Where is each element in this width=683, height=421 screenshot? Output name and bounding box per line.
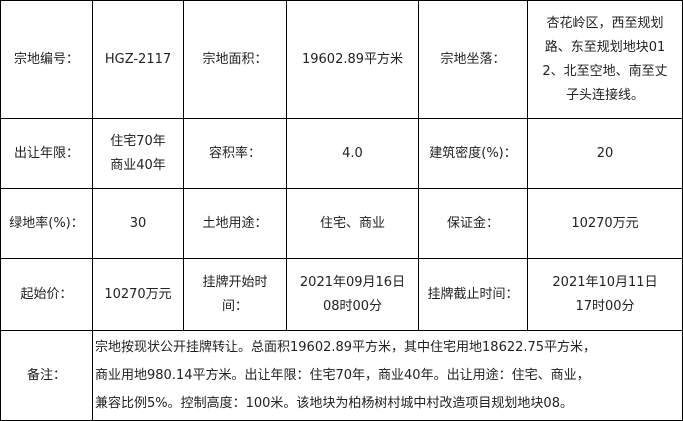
term-value: 住宅70年商业40年 (92, 118, 184, 189)
land-use-value: 住宅、商业 (286, 188, 419, 259)
plot-ratio-value: 4.0 (286, 118, 419, 189)
table-row: 宗地编号： HGZ-2117 宗地面积： 19602.89平方米 宗地坐落： 杏花岭区，西… (0, 0, 683, 119)
cell-text-line: 挂牌开始时 (202, 274, 268, 290)
term-label: 出让年限： (0, 118, 93, 189)
cell-text-line: 20 (596, 145, 614, 161)
remarks-value: 宗地按现状公开挂牌转让。总面积19602.89平方米，其中住宅用地18622.7… (92, 330, 683, 421)
cell-text-line: 子头连接线。 (565, 87, 644, 103)
cell-text-line: 起始价： (20, 286, 73, 302)
table-row: 起始价： 10270万元 挂牌开始时 间： 2021年09月16日 08时00分 挂牌截止时… (0, 258, 683, 331)
cell-text-line: 住宅70年 (110, 133, 166, 149)
remarks-line: 兼容比例5%。控制高度：100米。该地块为柏杨树村城中村改造项目规划地块08。 (95, 395, 573, 411)
cell-text-line: 08时00分 (322, 298, 383, 314)
starting-price-value: 10270万元 (92, 258, 184, 331)
cell-text-line: 保证金： (446, 215, 499, 231)
remarks-line: 商业用地980.14平方米。出让年限：住宅70年，商业40年。出让用途：住宅、商… (95, 367, 590, 383)
table-row: 出让年限： 住宅70年商业40年 容积率： 4.0 建筑密度(%)： 20 (0, 118, 683, 189)
cell-text-line: 宗地坐落： (440, 51, 506, 67)
table-row: 绿地率(%)： 30 土地用途： 住宅、商业 保证金： 10270万元 (0, 188, 683, 259)
parcel-number-label: 宗地编号： (0, 0, 93, 119)
cell-text-line: HGZ-2117 (104, 51, 172, 67)
cell-text-line: 2021年09月16日 (299, 274, 406, 290)
deposit-label: 保证金： (418, 188, 528, 259)
cell-text-line: 19602.89平方米 (301, 51, 404, 67)
listing-end-label: 挂牌截止时间： (418, 258, 528, 331)
listing-start-label: 挂牌开始时间： (183, 258, 287, 331)
cell-text-line: 土地用途： (202, 215, 268, 231)
cell-text-line: 2021年10月11日 (552, 274, 658, 290)
parcel-location-value: 杏花岭区，西至规划 路、东至规划地块01 2、北至空地、南至丈 子头连接线。 (527, 0, 683, 119)
green-ratio-value: 30 (92, 188, 184, 259)
cell-text-line: 出让年限： (13, 145, 79, 161)
building-density-value: 20 (527, 118, 683, 189)
cell-text-line: 容积率： (208, 145, 261, 161)
starting-price-label: 起始价： (0, 258, 93, 331)
listing-start-value: 2021年09月16日 08时00分 (286, 258, 419, 331)
parcel-number-value: HGZ-2117 (92, 0, 184, 119)
remarks-label: 备注： (0, 330, 93, 421)
green-ratio-label: 绿地率(%)： (0, 188, 93, 259)
cell-text-line: 宗地面积： (202, 51, 268, 67)
cell-text-line: 17时00分 (575, 298, 635, 314)
plot-ratio-label: 容积率： (183, 118, 287, 189)
deposit-value: 10270万元 (527, 188, 683, 259)
cell-text-line: 挂牌截止时间： (427, 286, 519, 302)
cell-text-line: 宗地编号： (13, 51, 79, 67)
cell-text-line: 10270万元 (104, 286, 172, 302)
listing-end-value: 2021年10月11日 17时00分 (527, 258, 683, 331)
cell-text-line: 商业40年 (110, 157, 166, 173)
cell-text-line: 10270万元 (571, 215, 639, 231)
cell-text-line: 30 (129, 215, 147, 231)
cell-text-line: 4.0 (342, 145, 363, 161)
land-use-label: 土地用途： (183, 188, 287, 259)
cell-text-line: 杏花岭区，西至规划 (546, 15, 664, 31)
parcel-area-value: 19602.89平方米 (286, 0, 419, 119)
cell-text-line: 2、北至空地、南至丈 (542, 63, 668, 79)
cell-text-line: 间： (221, 298, 248, 314)
building-density-label: 建筑密度(%)： (418, 118, 528, 189)
parcel-location-label: 宗地坐落： (418, 0, 528, 119)
remarks-line: 宗地按现状公开挂牌转让。总面积19602.89平方米，其中住宅用地18622.7… (95, 339, 597, 355)
parcel-area-label: 宗地面积： (183, 0, 287, 119)
cell-text-line: 住宅、商业 (319, 215, 385, 231)
cell-text-line: 建筑密度(%)： (429, 145, 517, 161)
cell-text-line: 路、东至规划地块01 (544, 39, 666, 55)
table-row: 备注： 宗地按现状公开挂牌转让。总面积19602.89平方米，其中住宅用地1862… (0, 330, 683, 421)
cell-text-line: 绿地率(%)： (9, 215, 84, 231)
